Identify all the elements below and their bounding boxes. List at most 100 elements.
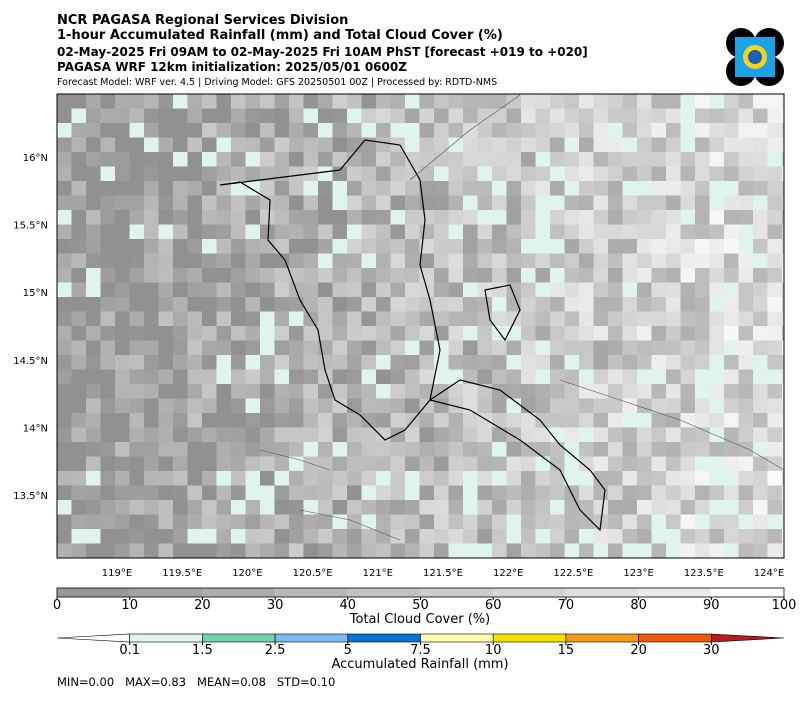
cloud-cell xyxy=(593,427,609,443)
cloud-cell xyxy=(390,166,406,182)
cloud-cell xyxy=(332,311,348,327)
rain-colorbar-segment xyxy=(492,633,567,643)
cloud-cell xyxy=(695,326,710,341)
cloud-cell xyxy=(680,543,696,559)
cloud-cell xyxy=(564,137,580,153)
cloud-cell xyxy=(434,152,449,167)
cloud-cell xyxy=(376,268,391,283)
cloud-cell xyxy=(463,311,478,327)
lat-label: 15°N xyxy=(23,288,48,299)
cloud-cell xyxy=(57,108,72,124)
cloud-cell xyxy=(724,326,739,341)
lon-label: 121°E xyxy=(363,568,393,579)
cloud-cell xyxy=(564,456,580,472)
cloud-cell xyxy=(579,471,594,486)
cloud-cell xyxy=(593,398,609,414)
cloud-cell xyxy=(506,311,522,327)
cloud-cell xyxy=(129,239,145,254)
cloud-cell xyxy=(492,471,507,486)
cloud-cell xyxy=(260,355,275,370)
cloud-cell xyxy=(695,456,710,472)
cloud-cell xyxy=(666,471,681,486)
cloud-cell xyxy=(361,529,377,544)
valid-time: 02-May-2025 Fri 09AM to 02-May-2025 Fri … xyxy=(57,45,588,59)
cloud-cell xyxy=(86,239,101,254)
cloud-cell xyxy=(100,123,116,138)
cloud-cell xyxy=(71,398,87,414)
cloud-cell xyxy=(637,181,652,196)
cloud-cell xyxy=(695,239,710,254)
cloud-cell xyxy=(593,456,609,472)
cloud-cell xyxy=(144,253,159,269)
cloud-cell xyxy=(419,108,435,124)
cloud-cell xyxy=(753,152,768,167)
cloud-cell xyxy=(71,181,87,196)
cloud-cell xyxy=(57,543,72,559)
cloud-cell xyxy=(608,166,623,182)
cloud-cell xyxy=(361,137,377,153)
cloud-cell xyxy=(231,427,246,443)
cloud-cell xyxy=(376,166,391,182)
cloud-cell xyxy=(666,485,681,501)
cloud-cell xyxy=(419,166,435,182)
cloud-cell xyxy=(709,94,725,109)
cloud-cell xyxy=(651,326,667,341)
cloud-cell xyxy=(666,239,681,254)
cloud-cell xyxy=(129,514,145,530)
cloud-cell xyxy=(666,340,681,356)
cloud-cell xyxy=(637,224,652,240)
cloud-cell xyxy=(448,224,464,240)
cloud-cell xyxy=(680,427,696,443)
cloud-cell xyxy=(738,456,754,472)
cloud-cell xyxy=(753,166,768,182)
cloud-cell xyxy=(753,529,768,544)
cloud-cell xyxy=(622,355,638,370)
cloud-cell xyxy=(332,456,348,472)
cloud-cell xyxy=(115,282,130,298)
cloud-cell xyxy=(361,152,377,167)
cloud-cell xyxy=(463,253,478,269)
cloud-cell xyxy=(695,413,710,428)
cloud-cell xyxy=(158,340,174,356)
cloud-cell xyxy=(521,195,536,211)
cloud-cell xyxy=(608,181,623,196)
cloud-cell xyxy=(535,500,551,515)
cloud-cell xyxy=(651,282,667,298)
cloud-cell xyxy=(260,311,275,327)
cloud-cell xyxy=(680,442,696,457)
cloud-cell xyxy=(187,94,203,109)
cloud-cell xyxy=(260,442,275,457)
cloud-cell xyxy=(57,224,72,240)
cloud-cell xyxy=(405,224,420,240)
cloud-cell xyxy=(57,500,72,515)
cloud-cell xyxy=(202,398,217,414)
cloud-cell xyxy=(332,108,348,124)
cloud-cell xyxy=(622,181,638,196)
cloud-cell xyxy=(782,108,785,124)
cloud-cell xyxy=(260,340,275,356)
cloud-cell xyxy=(521,152,536,167)
cloud-cell xyxy=(637,500,652,515)
cloud-cell xyxy=(767,514,783,530)
cloud-cell xyxy=(579,297,594,312)
cloud-cell xyxy=(680,94,696,109)
cloud-cell xyxy=(477,543,493,559)
cloud-cell xyxy=(666,268,681,283)
cloud-cell xyxy=(245,427,261,443)
cloud-cell xyxy=(550,427,565,443)
cloud-cell xyxy=(405,108,420,124)
cloud-cell xyxy=(579,369,594,385)
cloud-cell xyxy=(738,311,754,327)
cloud-cell xyxy=(100,137,116,153)
cloud-cell xyxy=(535,514,551,530)
cloud-cell xyxy=(129,427,145,443)
cloud-cell xyxy=(71,123,87,138)
cloud-cell xyxy=(173,108,188,124)
cloud-cell xyxy=(216,485,232,501)
cloud-cell xyxy=(245,224,261,240)
cloud-cell xyxy=(608,137,623,153)
cloud-cell xyxy=(564,413,580,428)
cloud-cell xyxy=(115,340,130,356)
cloud-cell xyxy=(550,195,565,211)
cloud-cell xyxy=(506,529,522,544)
